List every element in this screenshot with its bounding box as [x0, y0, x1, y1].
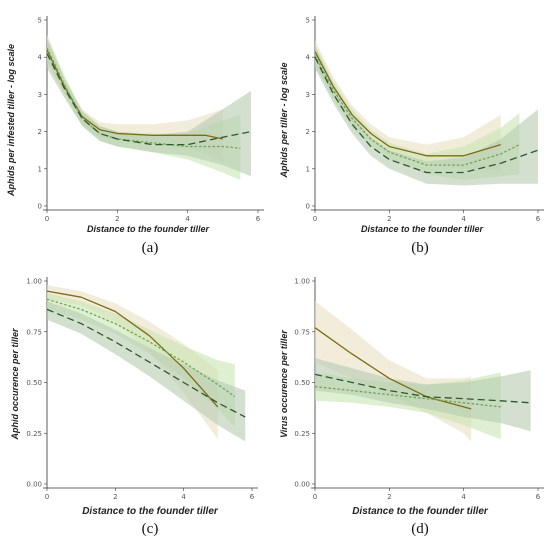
ci-band-dashed-a [47, 38, 251, 177]
y-tick-label-a: 2 [38, 128, 42, 136]
y-tick-label-d: 0.00 [294, 481, 310, 489]
series-line-dotted-b [314, 54, 520, 166]
x-axis-label-c: Distance to the founder tiller [82, 506, 219, 517]
panel-label-a: (a) [142, 240, 159, 256]
y-axis-label-a: Aphids per infested tiller - log scale [6, 44, 16, 197]
y-tick-label-c: 1.00 [26, 278, 42, 286]
y-tick-label-b: 3 [306, 91, 310, 99]
x-axis-label-d: Distance to the founder tiller [352, 506, 489, 517]
y-tick-label-d: 1.00 [294, 278, 310, 286]
y-tick-label-b: 5 [306, 17, 310, 25]
panel-d: 0.00 0.25 0.50 0.75 1.00 0 2 4 6 Virus occurence… [279, 277, 544, 537]
plot-area-c: 0.00 0.25 0.50 0.75 1.00 0 2 4 6 [26, 277, 258, 501]
x-tick-label-d: 2 [387, 493, 391, 501]
y-axis-label-d: Virus occurence per tiller [279, 330, 289, 438]
x-axis-label-a: Distance to the founder tiller [87, 224, 210, 234]
x-tick-label-c: 6 [250, 493, 255, 501]
plot-area-a: 0 1 2 3 4 5 0 2 4 6 [38, 16, 264, 223]
y-tick-label-d: 0.75 [294, 328, 310, 336]
panel-label-d: (d) [411, 521, 429, 537]
y-tick-label-a: 0 [38, 203, 42, 211]
plot-area-b: 0 1 2 3 4 5 0 2 4 6 [306, 16, 544, 223]
series-line-solid-d [314, 327, 472, 410]
x-tick-label-b: 0 [313, 215, 317, 223]
y-tick-label-a: 1 [38, 165, 42, 173]
y-tick-label-b: 2 [306, 128, 310, 136]
x-tick-label-a: 0 [45, 215, 49, 223]
ci-band-dotted-c [47, 293, 235, 428]
ci-band-dashed-c [47, 301, 246, 442]
x-tick-label-b: 2 [387, 215, 391, 223]
panel-b: 0 1 2 3 4 5 0 2 4 6 Aphids per tiller - log scale… [279, 16, 544, 256]
x-tick-label-c: 0 [45, 493, 49, 501]
y-tick-label-b: 1 [306, 165, 310, 173]
y-tick-label-c: 0.25 [26, 430, 42, 438]
series-line-dashed-d [314, 373, 531, 404]
y-tick-label-b: 4 [306, 54, 311, 62]
y-tick-label-a: 5 [38, 17, 42, 25]
x-tick-label-b: 4 [461, 215, 466, 223]
x-tick-label-d: 6 [536, 493, 541, 501]
panel-label-b: (b) [411, 240, 429, 256]
y-tick-label-a: 4 [38, 54, 43, 62]
panel-a: 0 1 2 3 4 5 0 2 4 6 Aphids per infested tiller - … [6, 16, 264, 256]
series-line-dashed-a [46, 53, 252, 146]
x-tick-label-d: 4 [461, 493, 466, 501]
y-tick-label-d: 0.50 [294, 379, 310, 387]
series-line-solid-c [46, 290, 219, 408]
y-tick-label-c: 0.75 [26, 328, 42, 336]
y-tick-label-b: 0 [306, 203, 310, 211]
y-tick-label-c: 0.50 [26, 379, 42, 387]
y-tick-label-a: 3 [38, 91, 42, 99]
panel-label-c: (c) [142, 521, 159, 537]
x-tick-label-a: 2 [115, 215, 119, 223]
y-tick-label-d: 0.25 [294, 430, 310, 438]
y-tick-label-c: 0.00 [26, 481, 42, 489]
y-axis-label-b: Aphids per tiller - log scale [279, 62, 289, 178]
plot-area-d: 0.00 0.25 0.50 0.75 1.00 0 2 4 6 [294, 277, 544, 501]
x-tick-label-c: 4 [181, 493, 186, 501]
x-axis-label-b: Distance to the founder tiller [361, 224, 484, 234]
series-line-dashed-c [46, 308, 246, 418]
x-tick-label-a: 4 [185, 215, 190, 223]
y-axis-label-c: Aphid occurence per tiller [10, 328, 20, 441]
panel-c: 0.00 0.25 0.50 0.75 1.00 0 2 4 6 Aphid occurence… [10, 277, 258, 537]
x-tick-label-a: 6 [256, 215, 261, 223]
ci-band-dotted-b [315, 44, 520, 181]
series-line-solid-b [314, 51, 501, 157]
x-tick-label-c: 2 [113, 493, 117, 501]
x-tick-label-d: 0 [313, 493, 317, 501]
x-tick-label-b: 6 [536, 215, 541, 223]
